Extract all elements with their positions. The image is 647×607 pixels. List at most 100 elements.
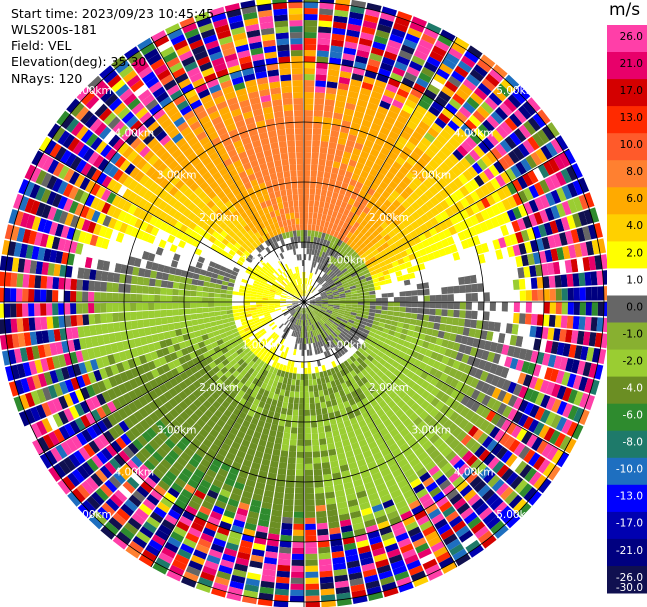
velocity-gate xyxy=(327,184,335,192)
velocity-gate xyxy=(495,302,502,312)
velocity-gate xyxy=(555,218,565,233)
velocity-gate xyxy=(267,533,280,541)
velocity-gate xyxy=(328,222,334,229)
velocity-gate xyxy=(204,409,214,419)
velocity-gate xyxy=(130,455,143,468)
velocity-gate xyxy=(487,272,495,282)
velocity-gate xyxy=(298,403,304,410)
velocity-gate xyxy=(494,365,504,377)
velocity-gate xyxy=(389,353,398,361)
velocity-gate xyxy=(399,82,412,93)
velocity-gate xyxy=(240,281,247,287)
velocity-gate xyxy=(310,343,314,350)
velocity-gate xyxy=(457,60,473,73)
velocity-gate xyxy=(43,371,53,386)
velocity-gate xyxy=(325,491,335,499)
velocity-gate xyxy=(220,462,231,472)
velocity-gate xyxy=(389,255,397,263)
velocity-gate xyxy=(505,168,517,181)
velocity-gate xyxy=(55,341,64,355)
velocity-gate xyxy=(496,377,506,389)
velocity-gate xyxy=(274,304,281,307)
velocity-gate xyxy=(529,325,537,338)
velocity-gate xyxy=(291,559,304,566)
velocity-gate xyxy=(197,385,206,395)
velocity-gate xyxy=(217,447,228,457)
velocity-gate xyxy=(384,115,396,126)
velocity-gate xyxy=(377,326,384,332)
velocity-gate xyxy=(182,333,190,341)
velocity-gate xyxy=(396,423,406,433)
velocity-gate xyxy=(4,318,12,334)
velocity-gate xyxy=(465,293,472,302)
velocity-gate xyxy=(257,336,264,343)
velocity-gate xyxy=(489,302,496,311)
velocity-gate xyxy=(486,115,500,129)
velocity-gate xyxy=(456,326,464,335)
velocity-gate xyxy=(330,285,337,290)
velocity-gate xyxy=(375,186,385,195)
velocity-gate xyxy=(312,134,321,141)
velocity-gate xyxy=(359,87,372,97)
velocity-gate xyxy=(304,68,315,75)
velocity-gate xyxy=(39,233,49,248)
velocity-gate xyxy=(562,245,571,260)
velocity-gate xyxy=(438,556,454,569)
velocity-gate xyxy=(448,98,462,110)
velocity-gate xyxy=(330,399,338,407)
velocity-gate xyxy=(361,26,376,35)
velocity-gate xyxy=(273,318,280,324)
velocity-gate xyxy=(322,467,332,475)
velocity-gate xyxy=(300,367,304,374)
velocity-gate xyxy=(501,211,511,224)
velocity-gate xyxy=(362,475,373,485)
velocity-gate xyxy=(372,85,385,95)
velocity-gate xyxy=(238,329,246,335)
velocity-gate xyxy=(46,400,58,415)
velocity-gate xyxy=(387,310,394,316)
velocity-gate xyxy=(229,359,238,367)
velocity-gate xyxy=(97,380,107,393)
velocity-gate xyxy=(304,212,309,219)
velocity-gate xyxy=(544,249,553,263)
velocity-gate xyxy=(327,515,339,523)
velocity-gate xyxy=(183,353,192,362)
velocity-gate xyxy=(318,558,332,566)
velocity-gate xyxy=(340,299,346,302)
velocity-gate xyxy=(257,598,273,607)
velocity-gate xyxy=(288,396,294,404)
velocity-gate xyxy=(405,224,415,233)
velocity-gate xyxy=(541,353,551,366)
velocity-gate xyxy=(388,365,397,374)
velocity-gate xyxy=(395,499,408,510)
velocity-gate xyxy=(379,318,387,324)
velocity-gate xyxy=(447,294,454,302)
velocity-gate xyxy=(516,218,527,231)
velocity-gate xyxy=(313,463,322,470)
velocity-gate xyxy=(346,29,360,38)
velocity-gate xyxy=(339,297,346,300)
velocity-gate xyxy=(545,381,556,396)
velocity-gate xyxy=(450,325,459,334)
velocity-gate xyxy=(330,256,336,263)
velocity-gate xyxy=(76,291,83,302)
velocity-gate xyxy=(117,395,128,407)
velocity-gate xyxy=(287,378,292,385)
velocity-gate xyxy=(274,588,289,596)
velocity-gate xyxy=(43,343,52,357)
velocity-gate xyxy=(47,329,56,343)
velocity-gate xyxy=(259,317,266,322)
velocity-gate xyxy=(553,233,562,247)
velocity-gate xyxy=(392,287,400,293)
velocity-gate xyxy=(352,274,359,280)
velocity-gate xyxy=(302,308,304,314)
velocity-gate xyxy=(255,406,264,414)
velocity-gate xyxy=(451,70,466,83)
velocity-gate xyxy=(188,403,198,413)
velocity-gate xyxy=(353,343,360,350)
velocity-gate xyxy=(493,160,505,174)
velocity-gate xyxy=(486,397,497,409)
velocity-gate xyxy=(351,442,360,451)
velocity-gate xyxy=(430,243,439,252)
velocity-gate xyxy=(365,455,375,465)
